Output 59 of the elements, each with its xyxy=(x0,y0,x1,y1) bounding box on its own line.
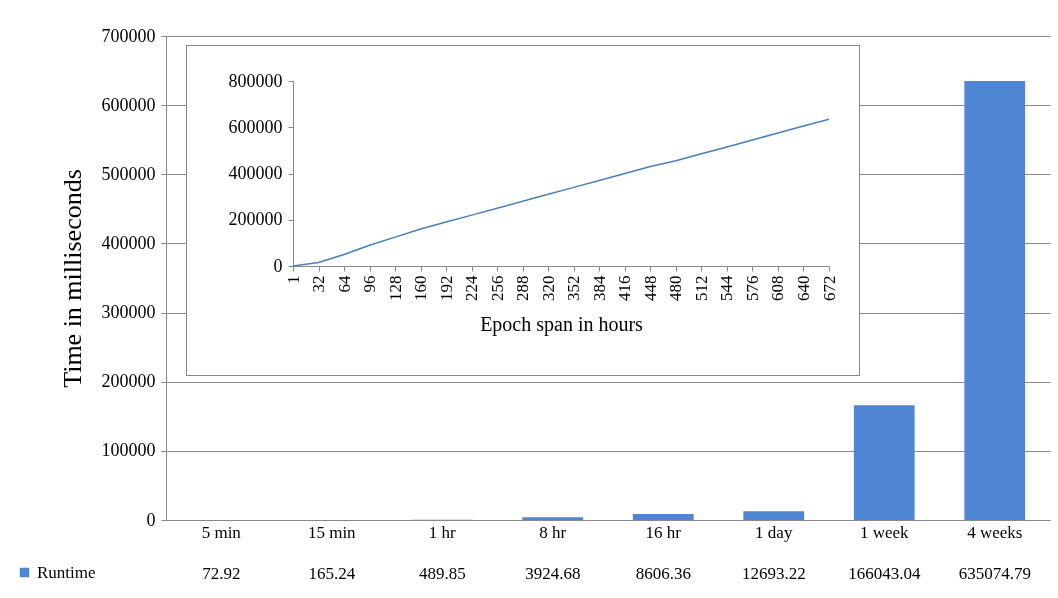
bar xyxy=(632,514,694,520)
x-tick-label: 4 weeks xyxy=(967,522,1023,542)
x-tick-label: 5 min xyxy=(201,522,242,542)
x-tick-label: 64 xyxy=(334,275,354,293)
x-tick-label: 32 xyxy=(309,275,329,293)
data-label: 166043.04 xyxy=(848,564,921,583)
y-tick-label: 300000 xyxy=(101,302,156,323)
x-tick-label: 672 xyxy=(819,275,839,301)
bar xyxy=(522,517,584,520)
y-tick-label: 400000 xyxy=(228,163,283,183)
x-tick-label: 416 xyxy=(615,275,635,301)
data-label: 12693.22 xyxy=(741,564,806,583)
y-tick-label: 800000 xyxy=(228,70,283,91)
x-tick-label: 128 xyxy=(385,275,405,301)
x-tick-label: 192 xyxy=(436,275,456,301)
x-tick-label: 352 xyxy=(564,275,584,301)
x-tick-label: 320 xyxy=(538,275,558,301)
x-axis-title: Epoch span in hours xyxy=(480,313,644,336)
x-tick-label: 384 xyxy=(589,275,609,301)
bar xyxy=(743,511,805,520)
x-tick-label: 608 xyxy=(768,275,788,301)
x-tick-label: 1 week xyxy=(859,522,910,542)
x-tick-label: 576 xyxy=(742,275,762,301)
y-tick-label: 400000 xyxy=(101,232,156,253)
y-axis-title: Time in milliseconds xyxy=(57,169,87,388)
x-tick-label: 512 xyxy=(691,275,711,301)
y-tick-label: 200000 xyxy=(228,209,283,230)
y-tick-label: 100000 xyxy=(101,440,156,461)
data-label: 3924.68 xyxy=(525,564,581,583)
data-label: 8606.36 xyxy=(635,564,691,583)
x-tick-label: 16 hr xyxy=(645,522,682,542)
data-label: 489.85 xyxy=(418,564,466,583)
y-tick-label: 600000 xyxy=(101,94,156,115)
y-tick-label: 0 xyxy=(146,509,156,530)
bar xyxy=(853,405,915,520)
x-tick-label: 1 hr xyxy=(428,522,457,542)
x-tick-label: 256 xyxy=(487,275,507,301)
y-tick-label: 600000 xyxy=(228,116,283,137)
y-tick-label: 500000 xyxy=(101,163,156,184)
x-tick-label: 288 xyxy=(513,275,533,301)
y-tick-label: 0 xyxy=(273,255,283,276)
data-label: 165.24 xyxy=(308,564,356,583)
x-tick-label: 1 day xyxy=(755,522,793,542)
x-tick-label: 224 xyxy=(462,275,482,301)
legend-label: Runtime xyxy=(37,562,96,582)
y-tick-label: 700000 xyxy=(101,25,156,46)
y-tick-label: 200000 xyxy=(101,371,156,392)
x-tick-label: 448 xyxy=(640,275,660,301)
x-tick-label: 160 xyxy=(411,275,431,301)
data-label: 72.92 xyxy=(202,564,241,583)
x-tick-label: 1 xyxy=(283,275,303,284)
x-tick-label: 640 xyxy=(793,275,813,301)
data-label: 635074.79 xyxy=(958,564,1031,583)
x-tick-label: 8 hr xyxy=(539,522,567,542)
x-tick-label: 96 xyxy=(360,275,380,293)
bar xyxy=(964,80,1026,520)
x-tick-label: 544 xyxy=(717,275,737,301)
x-tick-label: 480 xyxy=(666,275,686,301)
x-tick-label: 15 min xyxy=(307,522,357,542)
